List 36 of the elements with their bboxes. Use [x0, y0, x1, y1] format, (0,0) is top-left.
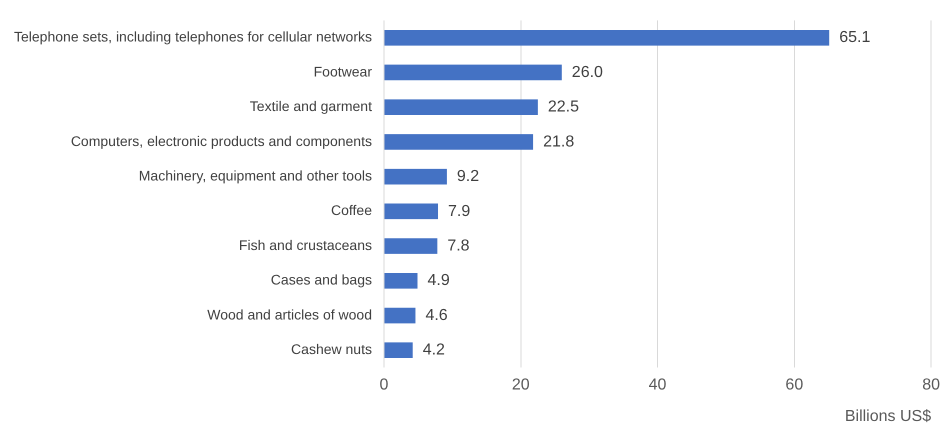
- bar: [384, 238, 438, 254]
- x-axis-title: Billions US$: [844, 408, 932, 425]
- data-label: 4.2: [422, 342, 446, 359]
- data-label: 7.8: [447, 237, 470, 254]
- data-label: 4.6: [425, 306, 448, 324]
- y-tick-label: Telephone sets, including telephones for cellular networks: [14, 28, 372, 45]
- x-tick-label: 40: [648, 376, 667, 394]
- data-label: 9.2: [456, 168, 480, 186]
- y-tick-label: Footwear: [314, 63, 372, 80]
- data-label: 4.9: [428, 272, 450, 290]
- x-tick-label: 0: [380, 376, 389, 394]
- y-tick-label: Cases and bags: [270, 272, 372, 288]
- bar: [384, 272, 418, 289]
- x-tick-label: 20: [512, 376, 530, 394]
- data-label: 26.0: [572, 64, 604, 81]
- y-tick-label: Fish and crustaceans: [238, 236, 372, 253]
- bar: [384, 99, 538, 116]
- data-label: 22.5: [548, 98, 580, 116]
- y-tick-label: Cashew nuts: [291, 341, 372, 358]
- bar: [384, 342, 413, 358]
- data-label: 7.9: [448, 202, 470, 220]
- bar: [384, 168, 447, 184]
- y-tick-label: Machinery, equipment and other tools: [138, 168, 372, 184]
- bar: [384, 308, 416, 324]
- bar: [384, 204, 438, 220]
- y-tick-label: Textile and garment: [250, 98, 372, 114]
- bar: [384, 64, 562, 80]
- x-tick-label: 60: [785, 376, 804, 394]
- data-label: 21.8: [543, 133, 574, 150]
- y-tick-label: Wood and articles of wood: [207, 306, 372, 322]
- data-label: 65.1: [839, 29, 870, 46]
- bar: [384, 30, 830, 46]
- bar: [384, 134, 534, 150]
- y-tick-label: Computers, electronic products and components: [70, 132, 372, 149]
- x-tick-label: 80: [922, 376, 940, 394]
- y-tick-label: Coffee: [330, 202, 372, 218]
